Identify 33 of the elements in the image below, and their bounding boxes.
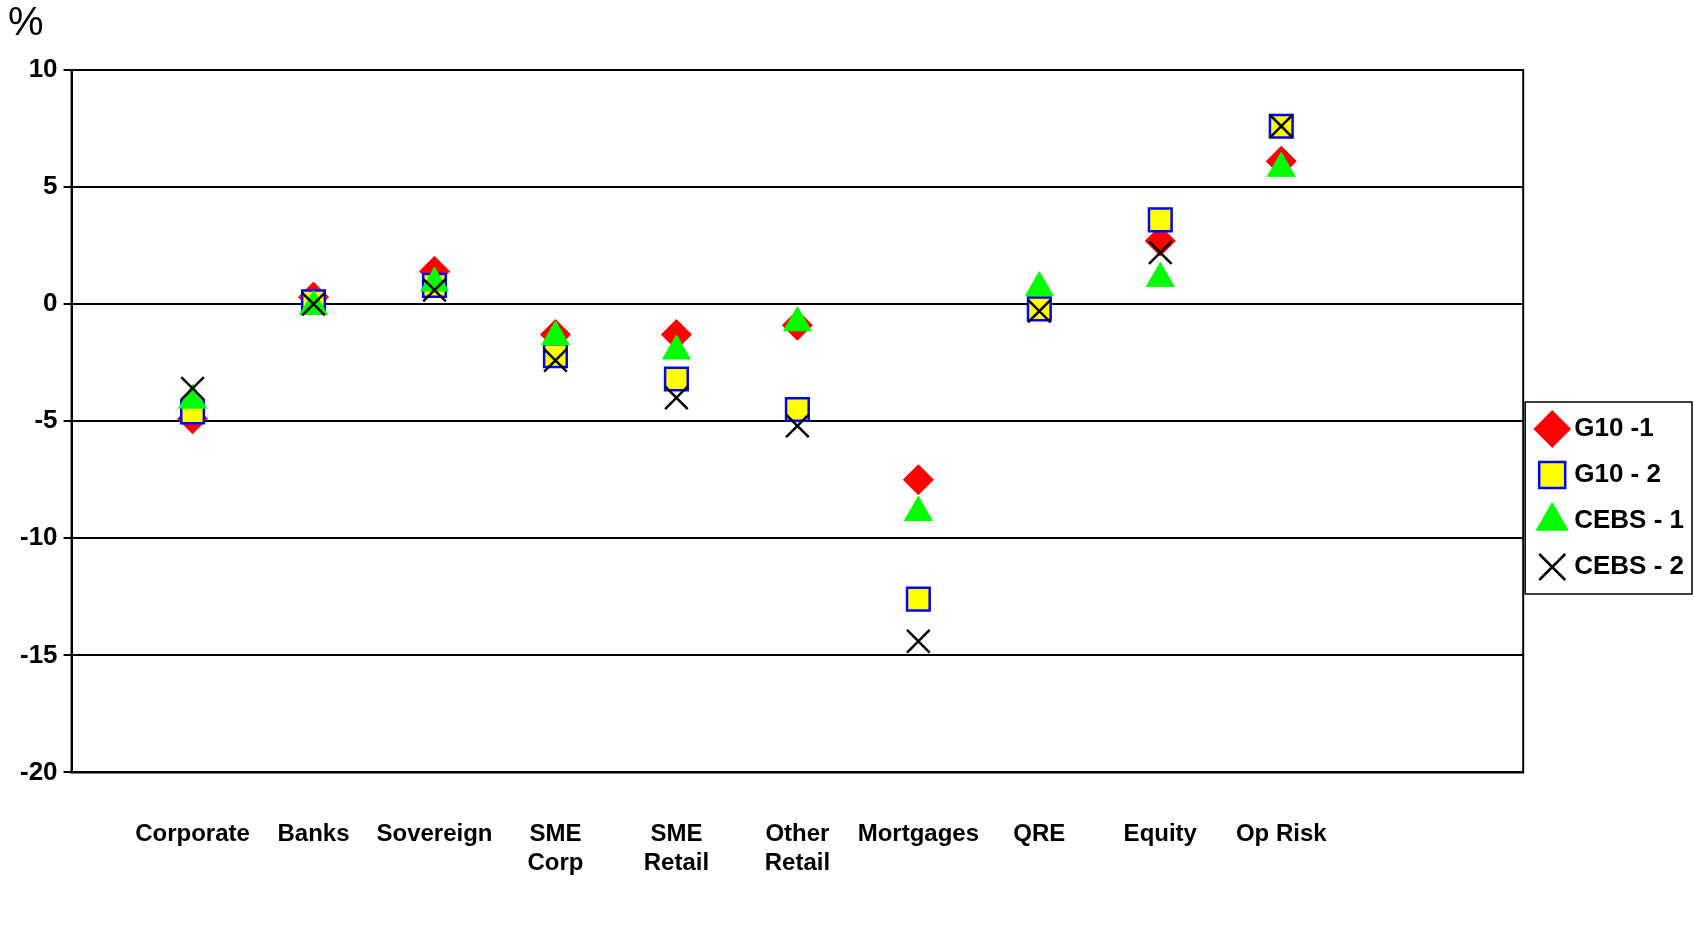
y-tick-label: -20 [20, 755, 58, 786]
x-tick-label: Other Retail [764, 819, 831, 876]
x-tick-label: Corporate [135, 819, 250, 847]
y-tick-label: 0 [43, 287, 58, 318]
point [905, 628, 931, 654]
point [905, 586, 931, 612]
legend-label: CEBS - 1 [1574, 504, 1685, 535]
legend-label: G10 -1 [1574, 412, 1654, 443]
x-tick-label: Banks [277, 819, 350, 847]
point [784, 396, 810, 423]
point [663, 366, 689, 392]
y-tick-label: 5 [43, 170, 58, 201]
x-tick-label: Equity [1123, 819, 1198, 847]
y-tick-label: 10 [28, 53, 58, 84]
legend-label: CEBS - 2 [1574, 550, 1685, 581]
point [663, 385, 689, 411]
x-tick-label: Mortgages [857, 819, 980, 847]
point [1147, 240, 1173, 266]
legend-label: G10 - 2 [1574, 458, 1661, 489]
x-tick-label: SME Retail [643, 819, 710, 876]
point [179, 375, 206, 401]
x-tick-label: QRE [1013, 819, 1066, 847]
x-tick-label: SME Corp [527, 819, 584, 876]
y-axis-title: % [8, 0, 44, 44]
point [1147, 207, 1173, 233]
point [784, 413, 810, 439]
y-tick-label: -5 [34, 404, 58, 435]
point [421, 277, 448, 303]
point [902, 464, 934, 496]
x-tick-label: Sovereign [376, 819, 493, 847]
x-tick-label: Op Risk [1235, 819, 1328, 847]
y-tick-label: -10 [20, 521, 58, 552]
y-tick-label: -15 [20, 638, 58, 669]
